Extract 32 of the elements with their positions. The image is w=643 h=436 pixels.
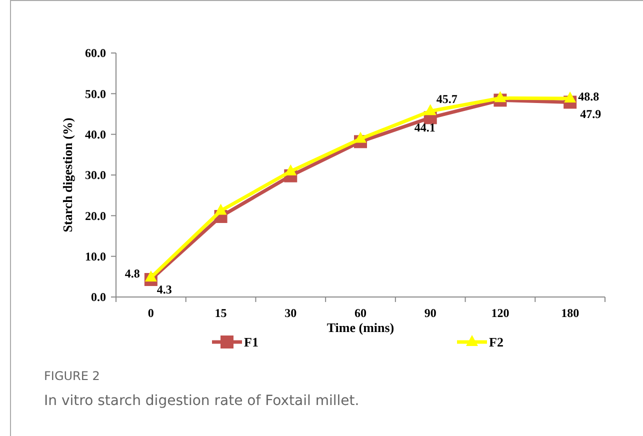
y-tick-label: 40.0 bbox=[85, 128, 106, 142]
x-tick-label: 30 bbox=[284, 306, 297, 320]
x-tick-label: 60 bbox=[354, 306, 366, 320]
legend-label: F1 bbox=[244, 334, 258, 350]
x-tick-label: 120 bbox=[491, 306, 510, 320]
x-tick-label: 0 bbox=[148, 306, 154, 320]
point bbox=[424, 104, 436, 116]
data-label: 47.9 bbox=[580, 107, 602, 122]
point bbox=[354, 132, 366, 143]
x-tick-label: 90 bbox=[424, 306, 436, 320]
data-label: 4.3 bbox=[156, 282, 172, 297]
point bbox=[564, 92, 576, 103]
caption: FIGURE 2 bbox=[44, 369, 100, 383]
x-axis-title: Time (mins) bbox=[326, 320, 394, 335]
data-label: 44.1 bbox=[414, 120, 436, 135]
data-label: 45.7 bbox=[436, 92, 458, 106]
legend-label: F2 bbox=[489, 334, 504, 350]
x-tick-label: 15 bbox=[214, 306, 227, 320]
y-tick-label: 60.0 bbox=[85, 46, 106, 60]
data-label: 4.8 bbox=[124, 266, 140, 280]
y-axis-title: Starch digestion (%) bbox=[60, 118, 75, 232]
data-label: 48.8 bbox=[578, 90, 600, 104]
y-tick-label: 20.0 bbox=[85, 208, 106, 223]
point bbox=[214, 204, 227, 215]
y-tick-label: 10.0 bbox=[85, 250, 106, 264]
point bbox=[494, 91, 506, 102]
text: In vitro starch digestion rate of Foxtail millet. bbox=[44, 393, 360, 409]
y-tick-label: 30.0 bbox=[85, 168, 106, 182]
y-tick-label: 0.0 bbox=[91, 290, 106, 304]
y-tick-label: 50.0 bbox=[85, 86, 106, 101]
point bbox=[144, 270, 157, 282]
x-tick-label: 180 bbox=[561, 306, 580, 320]
